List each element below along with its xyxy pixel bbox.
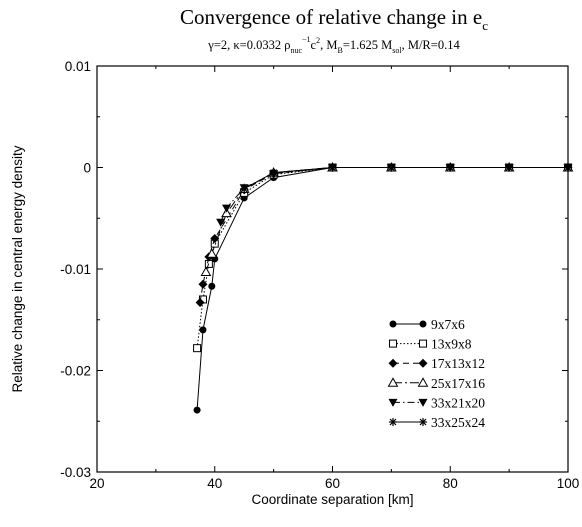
data-point <box>222 204 232 213</box>
data-point <box>208 282 216 290</box>
data-point <box>193 406 201 414</box>
legend-item: 17x13x12 <box>388 356 485 371</box>
plot-area-frame <box>96 65 569 473</box>
chart-title: Convergence of relative change in ec <box>180 5 488 33</box>
y-tick-label: -0.01 <box>60 262 91 277</box>
x-tick-label: 20 <box>89 476 104 491</box>
series-line <box>196 167 568 349</box>
legend-marker <box>389 418 397 426</box>
legend-label: 33x21x20 <box>431 395 485 410</box>
legend-label: 17x13x12 <box>431 356 485 371</box>
legend-marker <box>418 398 428 407</box>
legend-label: 25x17x16 <box>431 376 485 391</box>
legend-marker <box>419 418 427 426</box>
data-point <box>198 279 208 289</box>
legend-marker <box>419 320 427 328</box>
y-axis-label: Relative change in central energy densit… <box>10 145 25 392</box>
legend-marker <box>388 398 398 407</box>
legend-label: 9x7x6 <box>431 317 465 332</box>
legend-item: 33x21x20 <box>388 395 485 410</box>
data-point <box>446 163 455 172</box>
series-25x17x16 <box>200 161 574 277</box>
y-tick-label: 0.01 <box>65 59 91 74</box>
legend-marker <box>417 377 429 387</box>
data-point <box>195 297 205 307</box>
legend-item: 9x7x6 <box>389 317 465 332</box>
legend-item: 25x17x16 <box>387 376 485 391</box>
legend-marker <box>418 358 428 368</box>
x-tick-label: 60 <box>325 476 340 491</box>
data-point <box>240 184 249 193</box>
y-tick-label: 0 <box>83 161 91 176</box>
legend-marker <box>387 377 399 387</box>
legend-item: 13x9x8 <box>389 337 472 352</box>
series-33x25x24 <box>240 163 572 193</box>
data-point <box>216 218 226 227</box>
data-point <box>193 344 202 353</box>
series-line <box>243 167 568 190</box>
x-tick-label: 80 <box>443 476 458 491</box>
legend-marker <box>389 339 397 348</box>
data-point <box>328 163 337 172</box>
series-line <box>199 167 568 303</box>
data-point <box>387 163 396 172</box>
x-tick-label: 40 <box>207 476 222 491</box>
legend-item: 33x25x24 <box>389 415 485 430</box>
legend: 9x7x6 13x9x8 17x13x12 25x17x16 33x21x20 33x25… <box>387 317 485 430</box>
series-line <box>196 167 568 411</box>
data-point <box>269 168 278 177</box>
legend-label: 13x9x8 <box>431 337 472 352</box>
legend-label: 33x25x24 <box>431 415 485 430</box>
data-point <box>564 163 572 172</box>
data-point <box>206 248 218 258</box>
legend-marker <box>419 339 427 348</box>
data-point <box>199 326 207 334</box>
data-point <box>505 163 514 172</box>
chart-subtitle: γ=2, κ=0.0332 ρnuc−1c2, MB=1.625 Msol, M… <box>207 35 460 55</box>
series-line <box>205 167 568 273</box>
data-point <box>200 266 212 277</box>
series-13x9x8 <box>193 163 572 353</box>
y-tick-label: -0.02 <box>60 364 91 379</box>
legend-marker <box>389 320 397 328</box>
legend-marker <box>388 358 398 368</box>
x-axis-label: Coordinate separation [km] <box>251 492 413 507</box>
x-tick-label: 100 <box>557 476 580 491</box>
data-point <box>210 234 220 244</box>
series-9x7x6 <box>193 164 572 414</box>
y-tick-label: -0.03 <box>60 465 91 480</box>
